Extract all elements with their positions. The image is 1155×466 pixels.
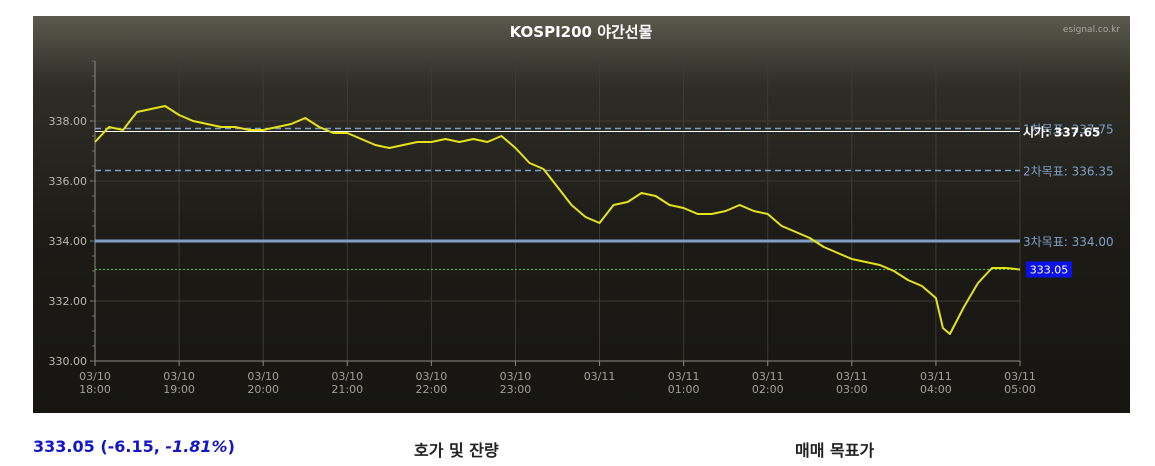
quote-change: -6.15: [107, 437, 154, 456]
y-tick-label: 332.00: [49, 295, 88, 308]
y-tick-label: 338.00: [49, 115, 88, 128]
x-tick-date: 03/11: [668, 370, 700, 383]
quote-price: 333.05: [33, 437, 95, 456]
source-label: esignal.co.kr: [1063, 25, 1120, 35]
chart-panel: 330.00 332.00 334.00 336.00 338.00 03/10 18:00…: [33, 16, 1130, 413]
x-tick-date: 03/11: [920, 370, 952, 383]
chart-grid: [94, 61, 1021, 362]
x-tick-time: 18:00: [79, 383, 111, 396]
x-tick-date: 03/10: [416, 370, 448, 383]
x-tick-time: 03:00: [836, 383, 868, 396]
ref-label-3차목표: 3차목표: 334.00: [1023, 235, 1114, 249]
x-tick-date: 03/11: [836, 370, 868, 383]
reference-lines: [95, 127, 1020, 270]
y-tick-label: 330.00: [49, 355, 88, 368]
quote-summary: 333.05 (-6.15, -1.81%): [33, 437, 235, 456]
x-tick-date: 03/11: [1004, 370, 1036, 383]
current-price-badge: [1026, 261, 1072, 278]
x-tick-time: 21:00: [331, 383, 363, 396]
x-tick-time: 02:00: [752, 383, 784, 396]
x-tick-date: 03/10: [247, 370, 279, 383]
ref-label-2차목표: 2차목표: 336.35: [1023, 165, 1114, 179]
ref-label-시가: 시가: 337.65: [1023, 125, 1100, 140]
x-tick-time: 04:00: [920, 383, 952, 396]
x-tick-time: 23:00: [500, 383, 532, 396]
price-series-line: [94, 105, 1021, 335]
x-tick-date: 03/10: [331, 370, 363, 383]
x-tick-time: 20:00: [247, 383, 279, 396]
chart-axes: 330.00332.00334.00336.00338.0003/1018:00…: [49, 60, 1036, 396]
x-tick-time: 19:00: [163, 383, 195, 396]
x-tick-date: 03/11: [584, 370, 616, 383]
ref-label-1차목표: 1차목표: 337.75: [1023, 123, 1114, 137]
target-price-title: 매매 목표가: [795, 441, 875, 460]
y-tick-label: 336.00: [49, 175, 88, 188]
x-tick-date: 03/10: [500, 370, 532, 383]
orderbook-title: 호가 및 잔량: [414, 441, 499, 460]
price-series: [94, 105, 1021, 335]
price-chart: 330.00332.00334.00336.00338.0003/1018:00…: [49, 23, 1121, 396]
x-tick-time: 22:00: [416, 383, 448, 396]
x-tick-date: 03/10: [79, 370, 111, 383]
quote-change-percent: -1.81%: [165, 437, 228, 456]
x-tick-date: 03/10: [163, 370, 195, 383]
x-tick-date: 03/11: [752, 370, 784, 383]
x-tick-time: 01:00: [668, 383, 700, 396]
y-tick-label: 334.00: [49, 235, 88, 248]
x-tick-time: 05:00: [1004, 383, 1036, 396]
current-price-badge-text: 333.05: [1030, 264, 1069, 277]
chart-title: KOSPI200 야간선물: [510, 23, 653, 41]
